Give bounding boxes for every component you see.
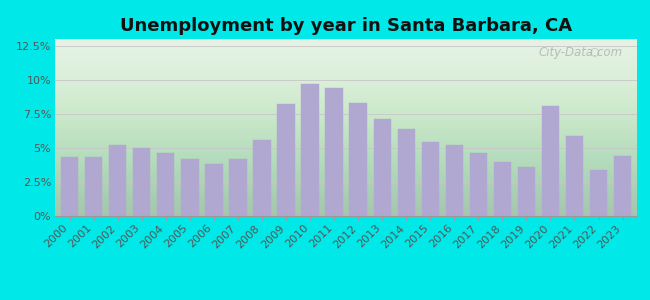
Bar xyxy=(85,158,102,216)
Bar xyxy=(61,158,79,216)
Bar xyxy=(446,145,463,216)
Bar xyxy=(350,103,367,216)
Bar xyxy=(109,145,126,216)
Bar xyxy=(470,153,487,216)
Bar xyxy=(181,159,198,216)
Bar xyxy=(278,104,294,216)
Bar xyxy=(518,167,535,216)
Bar xyxy=(254,140,270,216)
Bar xyxy=(566,136,583,216)
Text: ○: ○ xyxy=(590,46,599,56)
Bar xyxy=(133,148,150,216)
Bar xyxy=(494,161,511,216)
Text: City-Data.com: City-Data.com xyxy=(538,46,623,59)
Bar xyxy=(542,106,559,216)
Bar xyxy=(205,164,222,216)
Title: Unemployment by year in Santa Barbara, CA: Unemployment by year in Santa Barbara, C… xyxy=(120,17,572,35)
Bar xyxy=(398,129,415,216)
Bar xyxy=(229,159,246,216)
Bar xyxy=(590,170,607,216)
Bar xyxy=(422,142,439,216)
Bar xyxy=(302,84,318,216)
Bar xyxy=(326,88,343,216)
Bar xyxy=(614,156,631,216)
Bar xyxy=(157,153,174,216)
Bar xyxy=(374,119,391,216)
